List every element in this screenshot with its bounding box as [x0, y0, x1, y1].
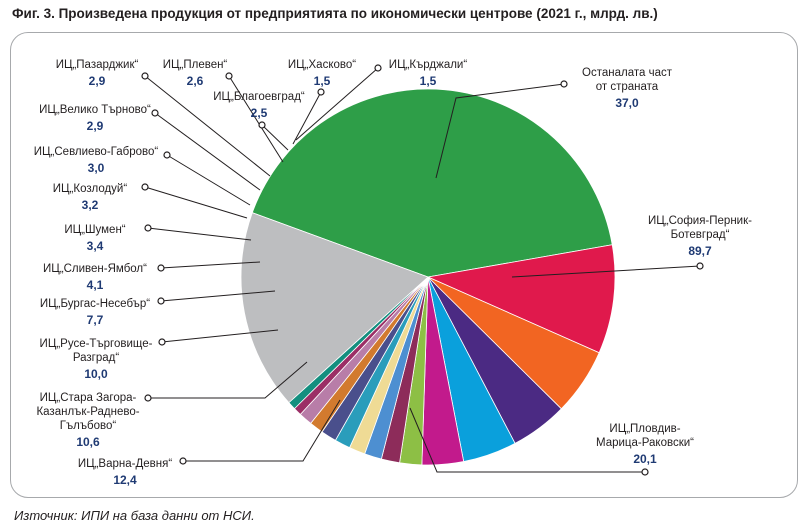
slice-label: Ботевград“ — [671, 229, 730, 241]
slice-value: 2,6 — [187, 74, 204, 88]
leader-dot — [157, 264, 165, 272]
slice-value: 1,5 — [314, 74, 331, 88]
slice-label: ИЦ„Бургас-Несебър“ — [40, 298, 150, 310]
leader-line — [183, 399, 341, 462]
leader-dot — [317, 88, 325, 96]
figure-title: Фиг. 3. Произведена продукция от предпри… — [12, 6, 658, 21]
slice-label: ИЦ„Пазарджик“ — [56, 59, 139, 71]
slice-label: от страната — [596, 81, 659, 93]
slice-value: 7,7 — [87, 313, 104, 327]
leader-dot — [179, 457, 187, 465]
slice-value: 2,9 — [89, 74, 106, 88]
leader-dot — [141, 72, 149, 80]
leader-line — [144, 75, 271, 177]
leader-dot — [258, 121, 266, 129]
pie-slice — [251, 88, 613, 278]
slice-value: 20,1 — [633, 452, 657, 466]
leader-line — [161, 329, 279, 343]
slice-label: Разград“ — [73, 352, 120, 364]
leader-line — [166, 154, 251, 206]
slice-value: 10,0 — [84, 367, 108, 381]
slice-label: Марица-Раковски“ — [596, 437, 694, 449]
leader-dot — [696, 262, 704, 270]
leader-line — [147, 227, 252, 241]
leader-dot — [225, 72, 233, 80]
leader-dot — [560, 80, 568, 88]
slice-label: ИЦ„Козлодуй“ — [53, 183, 128, 195]
slice-label: ИЦ„Пловдив- — [609, 423, 680, 435]
leader-dot — [144, 224, 152, 232]
slice-label: Гълъбово“ — [60, 420, 117, 432]
slice-value: 1,5 — [420, 74, 437, 88]
leader-dot — [157, 297, 165, 305]
slice-value: 3,0 — [88, 161, 105, 175]
leader-dot — [641, 468, 649, 476]
slice-label: Останалата част — [582, 67, 673, 79]
slice-value: 4,1 — [87, 278, 104, 292]
slice-label: ИЦ„Кърджали“ — [389, 59, 468, 71]
slice-label: ИЦ„Велико Търново“ — [39, 104, 151, 116]
leader-dot — [163, 151, 171, 159]
slice-label: ИЦ„Сливен-Ямбол“ — [43, 263, 147, 275]
pie-slices — [240, 88, 616, 466]
leader-line — [295, 67, 379, 141]
leader-dot — [144, 394, 152, 402]
leader-line — [160, 261, 261, 269]
pie-slice — [426, 244, 616, 354]
slice-label: Казанлък-Раднево- — [36, 406, 139, 418]
leader-dot — [141, 183, 149, 191]
leader-line — [435, 83, 565, 179]
slice-value: 3,2 — [82, 198, 99, 212]
leader-dot — [374, 64, 382, 72]
leader-dot — [158, 338, 166, 346]
slice-label: ИЦ„Шумен“ — [64, 224, 125, 236]
slice-label: ИЦ„Варна-Девня“ — [78, 458, 173, 470]
leader-line — [154, 112, 261, 191]
pie-labels: ИЦ„София-Перник- Ботевград“ 89,7 ИЦ„Пловдив… — [34, 59, 752, 487]
slice-value: 3,4 — [87, 239, 104, 253]
slice-value: 10,6 — [76, 435, 100, 449]
slice-value: 12,4 — [113, 473, 137, 487]
slice-value: 37,0 — [615, 96, 639, 110]
leader-line — [409, 407, 645, 473]
slice-value: 89,7 — [688, 244, 712, 258]
leader-line — [228, 75, 284, 163]
slice-label: ИЦ„Плевен“ — [163, 59, 228, 71]
slice-label: ИЦ„Русе-Търговище- — [40, 338, 153, 350]
leader-line — [148, 361, 308, 399]
chart-frame — [10, 32, 798, 498]
leader-line — [292, 91, 322, 145]
leader-dot — [151, 109, 159, 117]
slice-label: ИЦ„Севлиево-Габрово“ — [34, 146, 159, 158]
slice-value: 2,9 — [87, 119, 104, 133]
leader-line — [261, 124, 289, 151]
source-note: Източник: ИПИ на база данни от НСИ. — [14, 508, 255, 523]
slice-label: ИЦ„Хасково“ — [288, 59, 356, 71]
slice-label: ИЦ„София-Перник- — [648, 215, 752, 227]
slice-label: ИЦ„Стара Загора- — [40, 392, 137, 404]
leader-line — [144, 186, 248, 219]
slice-label: ИЦ„Благоевград“ — [213, 91, 305, 103]
slice-value: 2,5 — [251, 106, 268, 120]
leader-line — [160, 290, 276, 302]
leader-line — [511, 265, 701, 278]
